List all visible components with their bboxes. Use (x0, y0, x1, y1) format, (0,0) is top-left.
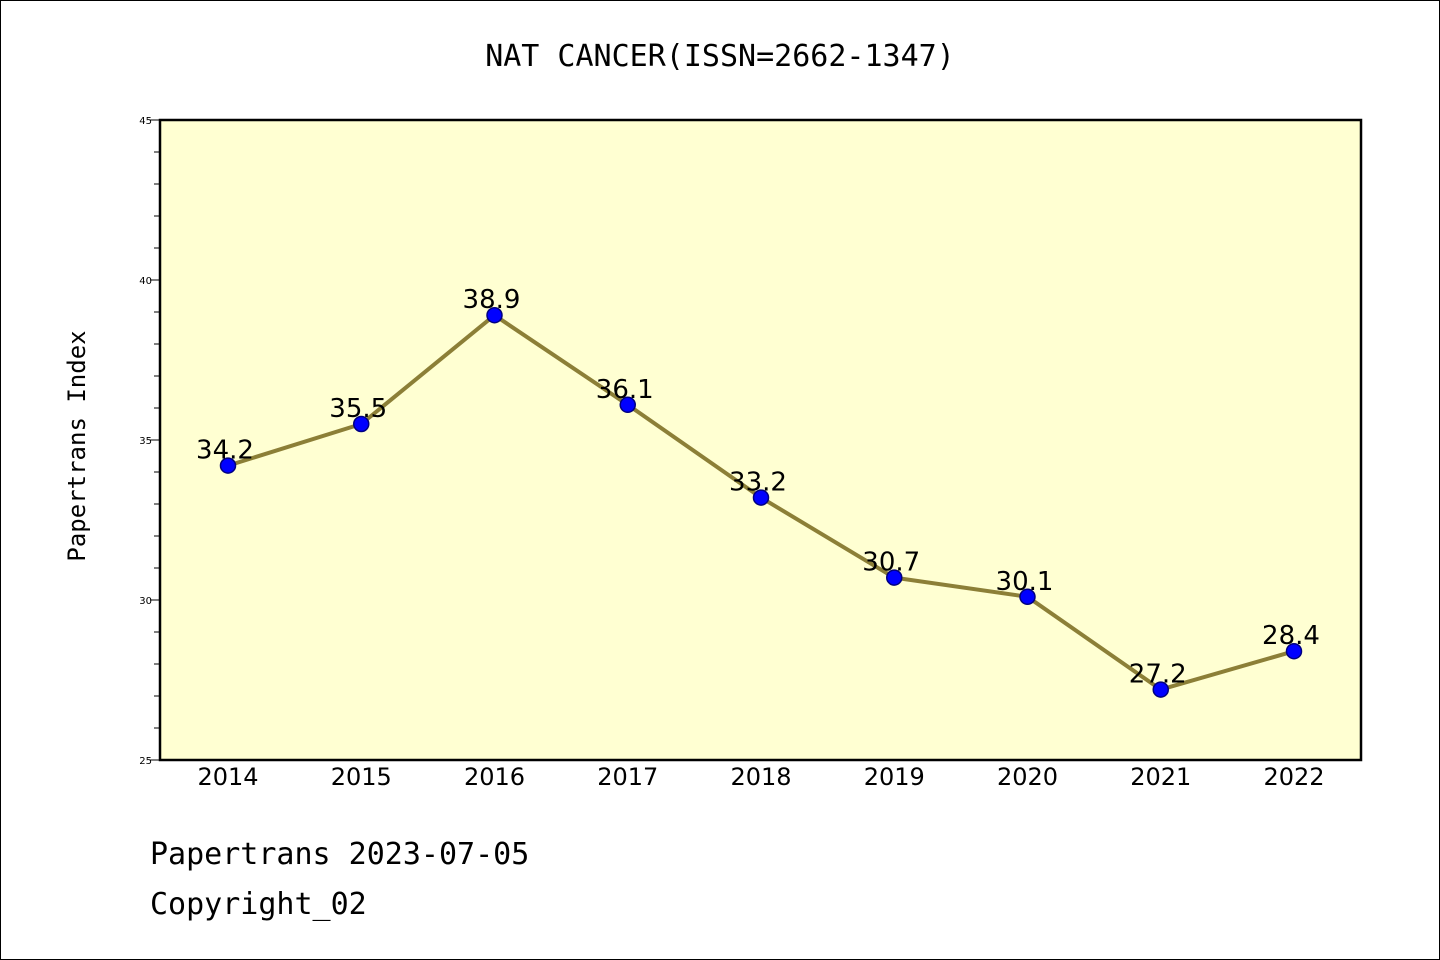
data-label: 28.4 (1262, 621, 1320, 651)
data-label: 27.2 (1129, 660, 1187, 690)
x-tick-label: 2019 (864, 763, 925, 791)
chart-title: NAT CANCER(ISSN=2662-1347) (485, 39, 955, 74)
y-axis-label: Papertrans Index (63, 330, 91, 561)
data-point (1285, 642, 1303, 660)
data-label: 35.5 (329, 394, 387, 424)
data-label: 30.7 (862, 548, 920, 578)
x-axis: 2014 2015 2016 2017 2018 2019 2020 2021 2022 (197, 763, 1324, 791)
data-point (1019, 588, 1036, 606)
data-label: 30.1 (996, 567, 1054, 597)
x-tick-label: 2016 (464, 763, 525, 791)
data-label: 38.9 (463, 285, 521, 315)
y-axis: 25 30 35 40 45 (139, 116, 160, 767)
data-label: 34.2 (196, 436, 254, 466)
y-tick-label: 30 (139, 596, 152, 607)
data-label: 33.2 (729, 468, 787, 498)
x-tick-label: 2022 (1263, 763, 1324, 791)
data-point (219, 457, 237, 474)
x-tick-label: 2020 (997, 763, 1058, 791)
y-tick-label: 40 (139, 276, 152, 287)
x-tick-label: 2021 (1130, 763, 1191, 791)
data-points (219, 306, 1303, 698)
x-tick-label: 2015 (331, 763, 392, 791)
x-tick-label: 2017 (597, 763, 658, 791)
x-tick-label: 2018 (730, 763, 791, 791)
footer-copyright: Copyright_02 (150, 887, 367, 922)
data-point (353, 415, 370, 433)
data-point (886, 569, 903, 586)
y-tick-label: 45 (139, 116, 152, 127)
y-tick-label: 35 (139, 436, 152, 447)
data-label: 36.1 (596, 375, 654, 405)
data-labels: 34.2 35.5 38.9 36.1 33.2 30.7 30.1 27.2 28.4 (196, 285, 1320, 689)
data-point (752, 489, 770, 506)
data-point (1152, 681, 1169, 698)
data-point (486, 306, 503, 324)
y-tick-label: 25 (139, 756, 152, 767)
footer-date: Papertrans 2023-07-05 (150, 837, 529, 872)
x-tick-label: 2014 (197, 763, 258, 791)
data-point (619, 396, 636, 414)
plot-area (158, 118, 1363, 762)
